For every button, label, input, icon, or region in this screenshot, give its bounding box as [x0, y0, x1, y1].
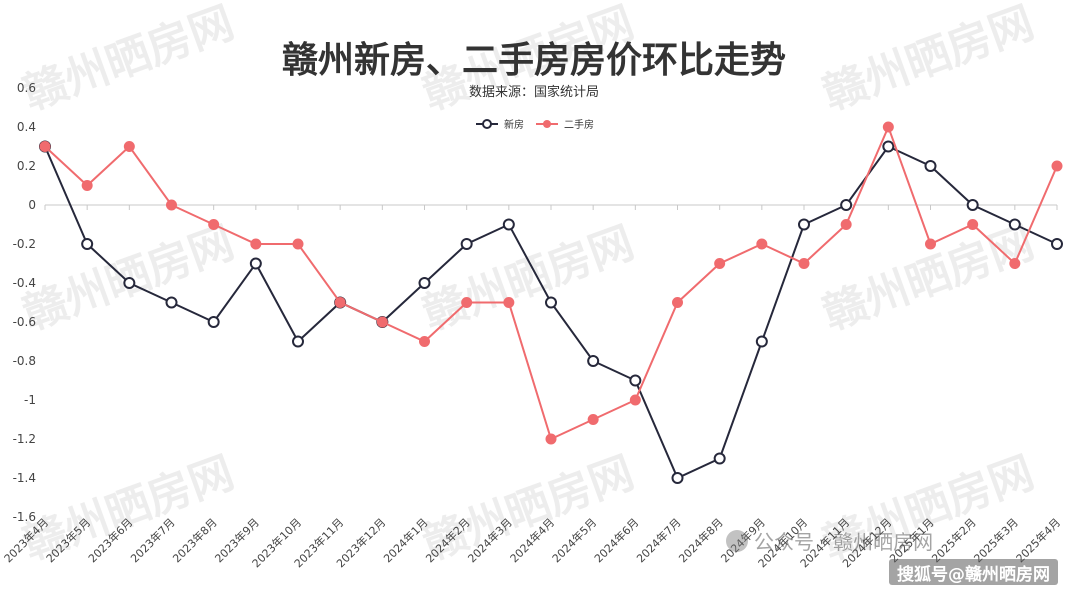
- data-point[interactable]: [123, 141, 135, 152]
- watermark-text: 赣州晒房网: [816, 0, 1040, 120]
- y-tick-label: -0.2: [13, 237, 36, 251]
- data-point[interactable]: [334, 297, 346, 308]
- data-point[interactable]: [292, 238, 304, 250]
- data-point[interactable]: [207, 316, 220, 328]
- series-layer: [39, 121, 1063, 484]
- data-point[interactable]: [1009, 258, 1021, 269]
- watermark-text: 赣州晒房网: [416, 217, 640, 340]
- data-point[interactable]: [756, 238, 768, 250]
- data-point[interactable]: [671, 472, 684, 484]
- y-tick-label: -1.6: [13, 510, 36, 524]
- y-tick-label: -1.4: [13, 471, 36, 485]
- x-tick-label: 2024年7月: [633, 515, 683, 565]
- data-point[interactable]: [629, 374, 642, 387]
- x-tick-label: 2025年4月: [1013, 515, 1063, 565]
- data-point[interactable]: [165, 296, 178, 309]
- chart-subtitle: 数据来源：国家统计局: [469, 84, 599, 100]
- data-point[interactable]: [460, 238, 473, 250]
- data-point[interactable]: [713, 452, 726, 465]
- data-point[interactable]: [840, 199, 853, 211]
- data-point[interactable]: [418, 277, 431, 289]
- y-tick-label: -1: [24, 393, 36, 407]
- data-point[interactable]: [503, 297, 515, 308]
- data-point[interactable]: [250, 238, 262, 250]
- data-point[interactable]: [292, 335, 304, 348]
- data-point[interactable]: [882, 140, 895, 153]
- data-point[interactable]: [672, 297, 683, 308]
- legend-label: 新房: [504, 118, 524, 131]
- legend[interactable]: 新房 二手房: [476, 118, 594, 131]
- data-point[interactable]: [798, 218, 810, 231]
- legend-swatch-marker: [543, 120, 551, 128]
- data-point[interactable]: [714, 258, 726, 269]
- data-point[interactable]: [882, 121, 894, 133]
- y-tick-label: -0.8: [13, 354, 36, 368]
- data-point[interactable]: [166, 199, 177, 211]
- data-point[interactable]: [967, 219, 979, 230]
- y-tick-label: -0.4: [13, 276, 36, 290]
- data-point[interactable]: [81, 180, 93, 191]
- series-second-hand: [39, 121, 1063, 445]
- data-point[interactable]: [39, 141, 51, 152]
- data-point[interactable]: [81, 238, 94, 250]
- data-point[interactable]: [966, 199, 979, 211]
- data-point[interactable]: [587, 355, 600, 367]
- data-point[interactable]: [545, 296, 557, 309]
- y-tick-label: 0.4: [17, 120, 36, 134]
- y-tick-label: -1.2: [13, 432, 36, 446]
- legend-item[interactable]: 二手房: [536, 118, 594, 131]
- x-tick-label: 2023年8月: [170, 515, 220, 565]
- y-axis: 0.6 0.4 0.2 0 -0.2 -0.4 -0.6 -0.8 -1 -1.2 -1.4 -1.6: [13, 81, 36, 524]
- wechat-watermark: 公众号 · 赣州晒房网: [726, 526, 933, 555]
- data-point[interactable]: [461, 297, 473, 308]
- data-point[interactable]: [798, 258, 810, 269]
- y-tick-label: -0.6: [13, 315, 36, 329]
- data-point[interactable]: [419, 336, 430, 347]
- chart-title: 赣州新房、二手房房价环比走势: [282, 40, 786, 81]
- legend-item[interactable]: 新房: [476, 118, 524, 131]
- source-watermark: 搜狐号@赣州晒房网: [889, 559, 1058, 585]
- legend-swatch-marker: [482, 119, 492, 129]
- data-point[interactable]: [755, 335, 768, 348]
- wechat-icon: [726, 529, 748, 552]
- data-point[interactable]: [587, 414, 599, 425]
- source-watermark-label: 搜狐号@赣州晒房网: [897, 564, 1050, 585]
- wechat-watermark-label: 公众号 · 赣州晒房网: [754, 530, 934, 554]
- legend-label: 二手房: [564, 118, 594, 131]
- data-point[interactable]: [208, 219, 220, 230]
- data-point[interactable]: [1051, 160, 1063, 172]
- data-point[interactable]: [925, 238, 936, 250]
- data-point[interactable]: [629, 394, 641, 406]
- y-tick-label: 0.2: [17, 159, 36, 173]
- y-tick-label: 0: [28, 198, 36, 212]
- data-point[interactable]: [376, 316, 388, 328]
- data-point[interactable]: [840, 219, 852, 230]
- data-point[interactable]: [123, 277, 136, 289]
- data-point[interactable]: [924, 160, 937, 172]
- watermark-text: 赣州晒房网: [16, 0, 240, 120]
- data-point[interactable]: [249, 257, 262, 270]
- x-tick-label: 2024年6月: [591, 515, 641, 565]
- data-point[interactable]: [502, 218, 515, 231]
- x-tick-label: 2024年8月: [676, 515, 726, 565]
- data-point[interactable]: [545, 433, 557, 445]
- data-point[interactable]: [1051, 238, 1063, 250]
- data-point[interactable]: [1008, 218, 1021, 231]
- y-tick-label: 0.6: [17, 81, 36, 95]
- x-tick-label: 2025年3月: [971, 515, 1021, 565]
